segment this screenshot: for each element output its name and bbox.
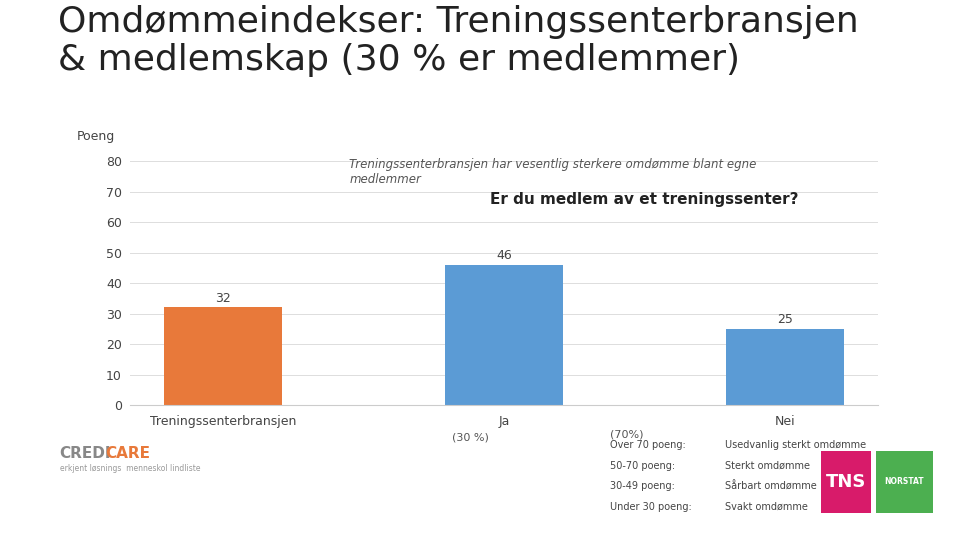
Text: TNS: TNS (826, 473, 866, 491)
Text: Poeng: Poeng (77, 130, 115, 143)
Text: 25: 25 (778, 313, 793, 326)
Text: (70%): (70%) (610, 429, 643, 440)
Text: Sterkt omdømme: Sterkt omdømme (725, 461, 810, 471)
Text: Under 30 poeng:: Under 30 poeng: (610, 502, 691, 512)
Text: Over 70 poeng:: Over 70 poeng: (610, 440, 685, 450)
Text: 50-70 poeng:: 50-70 poeng: (610, 461, 675, 471)
Text: 30-49 poeng:: 30-49 poeng: (610, 481, 675, 491)
Text: (30 %): (30 %) (452, 432, 489, 442)
Text: Omdømmeindekser: Treningssenterbransjen
& medlemskap (30 % er medlemmer): Omdømmeindekser: Treningssenterbransjen … (58, 5, 858, 77)
Text: Treningssenterbransjen har vesentlig sterkere omdømme blant egne
medlemmer: Treningssenterbransjen har vesentlig ste… (349, 158, 756, 186)
Text: erkjent løsnings  menneskol lindliste: erkjent løsnings menneskol lindliste (60, 464, 200, 474)
Text: Usedvanlig sterkt omdømme: Usedvanlig sterkt omdømme (725, 440, 866, 450)
Text: Er du medlem av et treningssenter?: Er du medlem av et treningssenter? (491, 192, 799, 206)
Text: 46: 46 (496, 249, 512, 262)
Text: Svakt omdømme: Svakt omdømme (725, 502, 807, 512)
Text: CARE: CARE (106, 446, 151, 461)
Text: 32: 32 (215, 292, 230, 305)
Bar (726, 329, 845, 405)
Bar (163, 307, 282, 405)
Text: NORSTAT: NORSTAT (884, 477, 924, 487)
Text: CREDI: CREDI (60, 446, 111, 461)
Text: Sårbart omdømme: Sårbart omdømme (725, 481, 817, 491)
Bar (444, 265, 564, 405)
